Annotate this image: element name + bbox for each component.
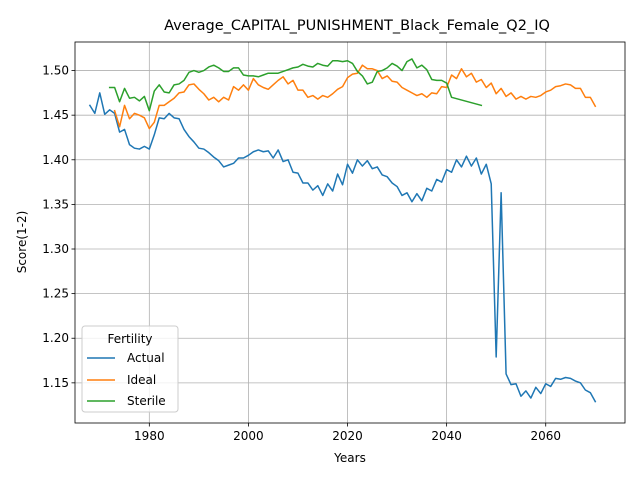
y-tick-label: 1.45: [42, 108, 69, 122]
y-axis-ticks: 1.15 1.20 1.25 1.30 1.35 1.40 1.45 1.50: [42, 64, 75, 390]
series-line-sterile: [108, 58, 483, 112]
x-tick-label: 1980: [134, 429, 165, 443]
x-tick-label: 2060: [530, 429, 561, 443]
plot-frame: [74, 41, 626, 424]
chart-title: Average_CAPITAL_PUNISHMENT_Black_Female_…: [164, 18, 550, 34]
y-tick-label: 1.25: [42, 287, 69, 301]
y-tick-label: 1.35: [42, 197, 69, 211]
y-tick-label: 1.30: [42, 242, 69, 256]
x-axis-ticks: 1980 2000 2020 2040 2060: [134, 423, 561, 443]
x-tick-label: 2040: [431, 429, 462, 443]
legend-label-actual: Actual: [127, 351, 165, 365]
y-axis-label: Score(1-2): [15, 211, 29, 274]
legend-label-ideal: Ideal: [127, 373, 156, 387]
y-tick-label: 1.15: [42, 376, 69, 390]
legend-box: [81, 325, 179, 413]
series-line-ideal: [113, 64, 597, 130]
legend: Fertility Actual Ideal Sterile: [81, 325, 179, 413]
y-tick-label: 1.40: [42, 153, 69, 167]
y-tick-label: 1.50: [42, 64, 69, 78]
x-tick-label: 2000: [233, 429, 264, 443]
x-tick-label: 2020: [332, 429, 363, 443]
legend-title: Fertility: [107, 332, 152, 346]
x-axis-label: Years: [333, 451, 366, 465]
series-lines: [88, 58, 597, 403]
series-line-actual: [88, 92, 597, 403]
legend-label-sterile: Sterile: [127, 394, 166, 408]
y-tick-label: 1.20: [42, 331, 69, 345]
